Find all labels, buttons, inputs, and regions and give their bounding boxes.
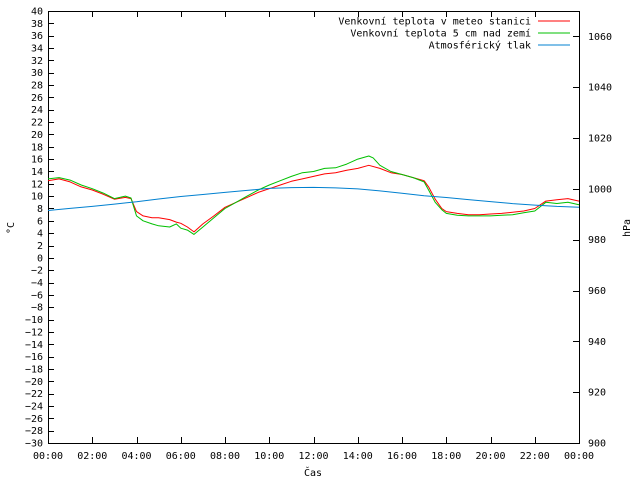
y-tick-label: −16: [25, 352, 43, 363]
y-tick-label: 8: [37, 204, 43, 215]
y2-tick-label: 920: [588, 388, 606, 399]
x-tick-label: 20:00: [475, 451, 505, 462]
y-tick-label: −2: [31, 266, 43, 277]
y-tick-label: −28: [25, 426, 43, 437]
y-axis-label: °C: [6, 222, 17, 234]
y-tick-label: −6: [31, 290, 43, 301]
x-axis-label: Čas: [304, 466, 322, 479]
x-tick-label: 10:00: [254, 451, 284, 462]
y2-axis-label: hPa: [622, 219, 633, 237]
y-tick-label: 38: [31, 19, 43, 30]
y-tick-label: −24: [25, 401, 43, 412]
y-tick-label: 0: [37, 253, 43, 264]
x-tick-label: 18:00: [431, 451, 461, 462]
legend-label: Venkovní teplota 5 cm nad zemí: [350, 28, 531, 40]
y-tick-label: −4: [31, 278, 43, 289]
x-tick-label: 06:00: [166, 451, 196, 462]
y-tick-label: −12: [25, 327, 43, 338]
series-line-3: [47, 186, 580, 211]
legend: Venkovní teplota v meteo staniciVenkovní…: [338, 16, 570, 52]
y2-tick-label: 1020: [588, 134, 612, 145]
y-tick-label: 28: [31, 81, 43, 92]
plot-frame: [48, 11, 580, 444]
x-tick-label: 12:00: [298, 451, 328, 462]
legend-label: Venkovní teplota v meteo stanici: [338, 16, 531, 28]
y-tick-label: 26: [31, 93, 43, 104]
y-tick-label: 10: [31, 192, 43, 203]
y-tick-label: 30: [31, 68, 43, 79]
y-tick-label: 18: [31, 142, 43, 153]
x-tick-label: 22:00: [520, 451, 550, 462]
y2-tick-label: 980: [588, 235, 606, 246]
y-tick-label: −30: [25, 439, 43, 450]
y2-tick-label: 960: [588, 286, 606, 297]
x-tick-label: 04:00: [121, 451, 151, 462]
y2-tick-label: 1040: [588, 83, 612, 94]
y-tick-label: −10: [25, 315, 43, 326]
y-tick-label: 24: [31, 105, 43, 116]
y-tick-label: 20: [31, 130, 43, 141]
y-tick-label: 34: [31, 44, 43, 55]
y2-tick-label: 940: [588, 337, 606, 348]
y-tick-label: −14: [25, 340, 43, 351]
y-tick-label: −18: [25, 364, 43, 375]
y-tick-label: −8: [31, 303, 43, 314]
y-tick-label: 6: [37, 216, 43, 227]
y-axis-right: 1060 1040 1020 1000 980 960 940 920 900: [573, 32, 612, 450]
x-tick-label: 00:00: [564, 451, 594, 462]
y-tick-label: −20: [25, 377, 43, 388]
x-tick-label: 00:00: [33, 451, 63, 462]
y-tick-label: 40: [31, 7, 43, 18]
x-tick-label: 14:00: [343, 451, 373, 462]
x-tick-label: 02:00: [77, 451, 107, 462]
y-axis-left: 4038363432302826242220181614121086420−2−…: [25, 7, 54, 450]
y-tick-label: 22: [31, 118, 43, 129]
x-tick-label: 16:00: [387, 451, 417, 462]
y-tick-label: 2: [37, 241, 43, 252]
y-tick-label: 14: [31, 167, 43, 178]
series-layer: [47, 155, 580, 235]
y-tick-label: 16: [31, 155, 43, 166]
y-tick-label: 32: [31, 56, 43, 67]
y-tick-label: 4: [37, 229, 43, 240]
y2-tick-label: 900: [588, 439, 606, 450]
series-line-2: [47, 155, 580, 235]
x-tick-label: 08:00: [210, 451, 240, 462]
y2-tick-label: 1060: [588, 32, 612, 43]
y-tick-label: 36: [31, 31, 43, 42]
series-line-1: [47, 164, 580, 233]
y-tick-label: −26: [25, 414, 43, 425]
y-tick-label: 12: [31, 179, 43, 190]
y2-tick-label: 1000: [588, 184, 612, 195]
y-tick-label: −22: [25, 389, 43, 400]
x-axis: 00:00 02:00 04:00 06:00 08:00 10:00 12:00 14:00…: [33, 11, 594, 462]
legend-label: Atmosférický tlak: [429, 40, 531, 52]
